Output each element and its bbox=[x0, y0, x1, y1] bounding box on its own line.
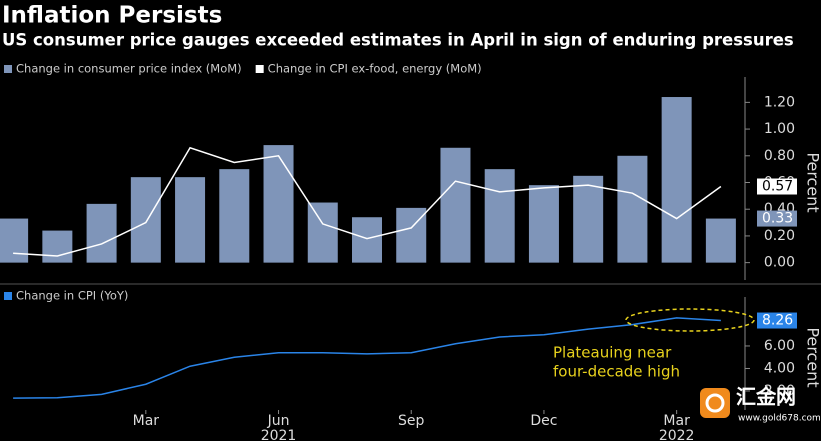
bar bbox=[617, 155, 648, 263]
watermark-logo-ring bbox=[705, 393, 725, 413]
bar bbox=[263, 145, 294, 263]
bar bbox=[705, 218, 736, 263]
x-tick-label: Dec bbox=[530, 413, 557, 429]
bar bbox=[175, 177, 206, 263]
y-tick-label: 4.00 bbox=[764, 360, 795, 376]
watermark-logo bbox=[700, 388, 730, 418]
legend-swatch bbox=[255, 65, 264, 73]
line bbox=[13, 146, 722, 257]
y-axis-label: Percent bbox=[804, 152, 821, 212]
x-tick-label: Sep bbox=[398, 413, 425, 429]
bar bbox=[219, 169, 250, 263]
legend-label: Change in CPI ex-food, energy (MoM) bbox=[268, 62, 482, 76]
y-tick-label: 1.20 bbox=[764, 94, 795, 110]
bar bbox=[573, 175, 604, 263]
y-tick-label: 6.00 bbox=[764, 338, 795, 354]
value-label-box bbox=[757, 178, 797, 195]
value-label-box bbox=[757, 312, 797, 329]
y-tick-label: 0.80 bbox=[764, 148, 795, 164]
y-tick-label: 2.00 bbox=[764, 383, 795, 399]
bar bbox=[484, 169, 515, 263]
watermark-url: www.gold678.com bbox=[738, 414, 821, 424]
legend-label: Change in consumer price index (MoM) bbox=[16, 62, 242, 76]
bar bbox=[42, 230, 73, 263]
bar bbox=[130, 177, 161, 263]
x-year-label: 2021 bbox=[261, 428, 297, 441]
y-axis-label: Percent bbox=[804, 327, 821, 387]
line bbox=[13, 317, 721, 399]
value-label: 0.33 bbox=[762, 211, 793, 227]
watermark: 汇金网 www.gold678.com bbox=[700, 385, 821, 424]
annotation: Plateauing near bbox=[553, 344, 672, 362]
x-tick-label: Mar bbox=[663, 413, 690, 429]
x-tick-label: Jun bbox=[267, 413, 290, 429]
highlight-ellipse bbox=[625, 308, 755, 332]
value-label-box bbox=[757, 210, 797, 227]
y-tick-label: 0.00 bbox=[764, 255, 795, 271]
legend-swatch bbox=[4, 292, 12, 300]
chart-subtitle: US consumer price gauges exceeded estima… bbox=[2, 31, 794, 50]
bar bbox=[86, 203, 117, 263]
bar bbox=[528, 185, 559, 263]
bar bbox=[307, 202, 338, 263]
chart-title: Inflation Persists bbox=[2, 3, 222, 29]
value-label: 0.57 bbox=[762, 179, 793, 195]
value-label: 8.26 bbox=[762, 313, 793, 329]
legend-label: Change in CPI (YoY) bbox=[16, 289, 128, 303]
y-tick-label: 0.20 bbox=[764, 228, 795, 244]
legend-swatch bbox=[4, 65, 12, 73]
bar bbox=[661, 97, 692, 263]
watermark-name: 汇金网 bbox=[736, 385, 796, 409]
bar bbox=[352, 217, 382, 263]
x-year-label: 2022 bbox=[659, 428, 695, 441]
bar bbox=[0, 218, 29, 263]
x-tick-label: Mar bbox=[133, 413, 160, 429]
bar bbox=[440, 147, 471, 263]
annotation: four-decade high bbox=[553, 363, 680, 381]
y-tick-label: 1.00 bbox=[764, 121, 795, 137]
